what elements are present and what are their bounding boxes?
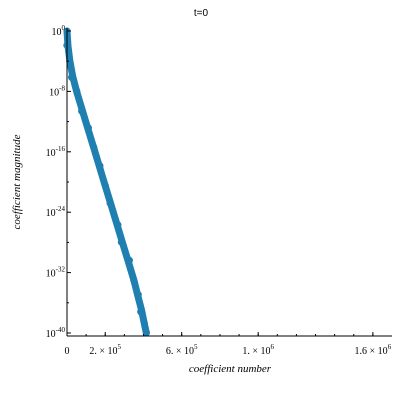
data-point <box>101 182 109 190</box>
y-tick-label: 100 <box>52 24 66 38</box>
x-ticks: 0 2. × 105 6. × 105 1. × 106 1.6 × 106 <box>65 332 392 357</box>
x-tick-label: 2. × 105 <box>89 343 121 357</box>
y-axis-label: coefficient magnitude <box>11 134 23 229</box>
data-point <box>143 329 150 336</box>
data-point <box>126 256 133 264</box>
y-tick-label: 10-24 <box>46 205 66 219</box>
x-tick-label: 1. × 106 <box>242 343 274 357</box>
data-point <box>137 308 145 316</box>
data-point <box>68 73 75 81</box>
x-tick-label: 0 <box>65 346 70 357</box>
data-point <box>117 238 125 246</box>
data-point <box>96 162 104 170</box>
y-tick-label: 10-32 <box>46 266 66 280</box>
x-tick-label: 6. × 105 <box>166 343 198 357</box>
x-tick-label: 1.6 × 106 <box>355 343 392 357</box>
y-tick-label: 10-40 <box>46 326 66 340</box>
data-point <box>78 107 86 115</box>
data-point <box>106 199 114 207</box>
x-axis-label: coefficient number <box>189 363 272 375</box>
chart-title: t=0 <box>194 8 209 19</box>
y-tick-label: 10-8 <box>49 84 65 98</box>
data-point <box>134 291 142 299</box>
series-band <box>63 27 150 337</box>
data-point <box>85 124 92 132</box>
series-layer <box>63 27 150 337</box>
data-point <box>130 276 138 284</box>
data-point <box>140 319 148 327</box>
data-point <box>114 221 122 229</box>
y-ticks: 100 10-8 10-16 10-24 10-32 10-40 <box>46 24 71 340</box>
data-point <box>73 87 81 95</box>
data-point <box>90 143 98 151</box>
data-point <box>66 57 74 65</box>
y-tick-label: 10-16 <box>46 145 66 159</box>
